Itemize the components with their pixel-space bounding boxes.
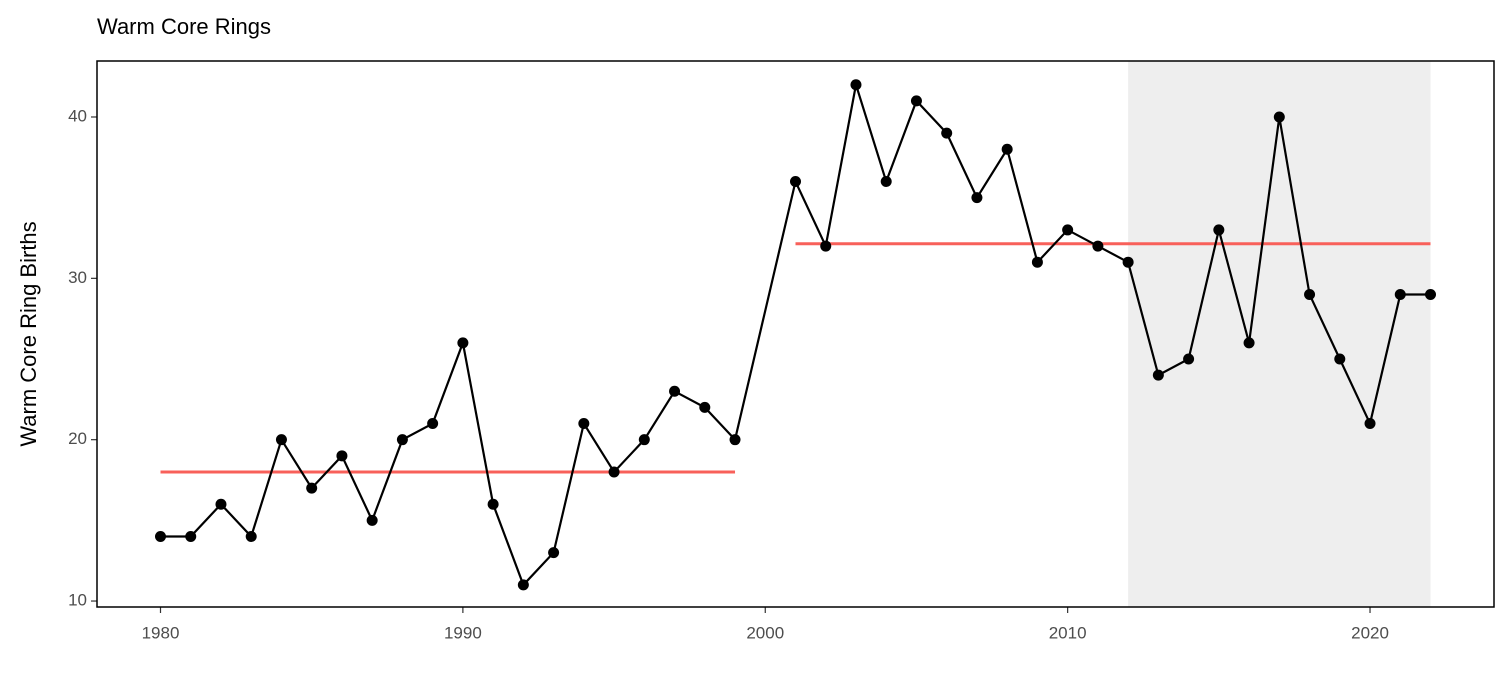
data-point [1152, 369, 1164, 381]
plot-frame [96, 60, 1495, 608]
data-point [1213, 224, 1225, 236]
data-point [729, 434, 741, 446]
data-point [1031, 256, 1043, 268]
data-point [608, 466, 620, 478]
data-point [275, 434, 287, 446]
data-point [971, 192, 983, 204]
y-axis-label: Warm Core Ring Births [16, 221, 41, 446]
y-tick-label: 10 [68, 591, 87, 610]
data-point [910, 95, 922, 107]
y-tick-label: 30 [68, 268, 87, 287]
data-point [638, 434, 650, 446]
data-point [880, 176, 892, 188]
data-point [820, 240, 832, 252]
data-point [185, 530, 197, 542]
data-point [669, 385, 681, 397]
data-point [427, 418, 439, 430]
x-tick-label: 1980 [142, 623, 180, 642]
data-point [215, 498, 227, 510]
data-point [1364, 418, 1376, 430]
data-point [155, 530, 166, 542]
data-point [548, 547, 560, 559]
data-point [457, 337, 469, 349]
data-point [1122, 256, 1134, 268]
data-point [517, 579, 529, 591]
y-tick-label: 40 [68, 106, 87, 125]
x-tick-label: 2000 [746, 623, 784, 642]
data-point [1394, 288, 1406, 300]
data-point [306, 482, 318, 494]
data-point [1001, 143, 1013, 155]
data-point [1062, 224, 1074, 236]
data-point [366, 514, 378, 526]
data-point [850, 79, 862, 91]
data-point [245, 530, 257, 542]
data-line [160, 84, 1431, 587]
data-point [487, 498, 499, 510]
data-point [396, 434, 408, 446]
chart-title: Warm Core Rings [97, 14, 271, 39]
data-point [1425, 288, 1436, 300]
data-point [1334, 353, 1346, 365]
data-point [941, 127, 953, 139]
x-tick-label: 2020 [1351, 623, 1389, 642]
data-point [336, 450, 348, 462]
data-point [790, 176, 801, 188]
data-point [1304, 288, 1316, 300]
data-point [578, 418, 590, 430]
y-tick-label: 20 [68, 429, 87, 448]
x-tick-label: 2010 [1049, 623, 1087, 642]
data-point [699, 401, 711, 413]
x-tick-label: 1990 [444, 623, 482, 642]
shaded-region [1128, 61, 1431, 607]
data-point [1183, 353, 1195, 365]
data-point [1243, 337, 1255, 349]
data-point [1092, 240, 1104, 252]
data-point [1273, 111, 1285, 123]
